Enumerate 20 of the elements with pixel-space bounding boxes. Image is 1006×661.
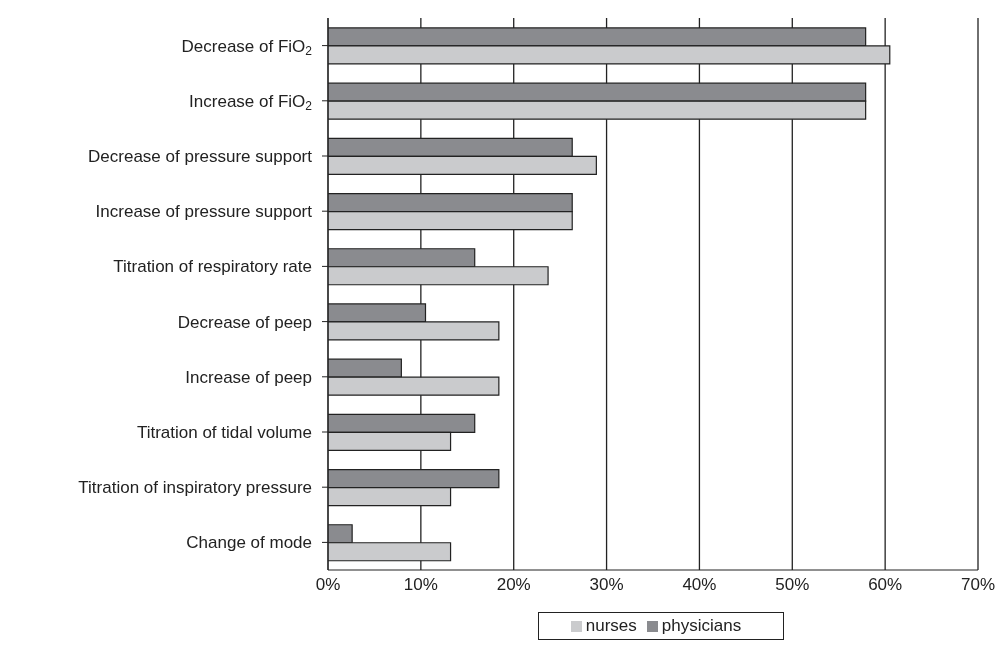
y-tick-label: Change of mode <box>186 533 312 553</box>
legend-label: nurses <box>585 616 637 635</box>
y-tick-label: Titration of respiratory rate <box>113 257 312 277</box>
y-tick-label: Decrease of FiO$_{2}$ <box>181 36 313 58</box>
x-tick-label: 40% <box>682 575 717 595</box>
x-tick-label: 30% <box>589 575 624 595</box>
y-tick-label: Titration of inspiratory pressure <box>78 478 312 498</box>
legend-label: physicians <box>661 616 742 635</box>
x-tick-label: 10% <box>403 575 438 595</box>
x-tick-label: 20% <box>496 575 531 595</box>
x-tick-label: 0% <box>315 575 341 595</box>
y-tick-label: Increase of pressure support <box>95 202 313 222</box>
x-tick-label: 50% <box>775 575 810 595</box>
y-tick-label: Increase of FiO$_{2}$ <box>189 91 313 113</box>
y-tick-label: Increase of peep <box>185 367 312 387</box>
y-tick-label: Decrease of pressure support <box>88 147 313 166</box>
y-tick-label: Titration of tidal volume <box>136 423 312 442</box>
x-tick-label: 70% <box>960 575 996 595</box>
y-tick-label: Decrease of peep <box>177 312 312 332</box>
x-tick-label: 60% <box>868 575 903 595</box>
